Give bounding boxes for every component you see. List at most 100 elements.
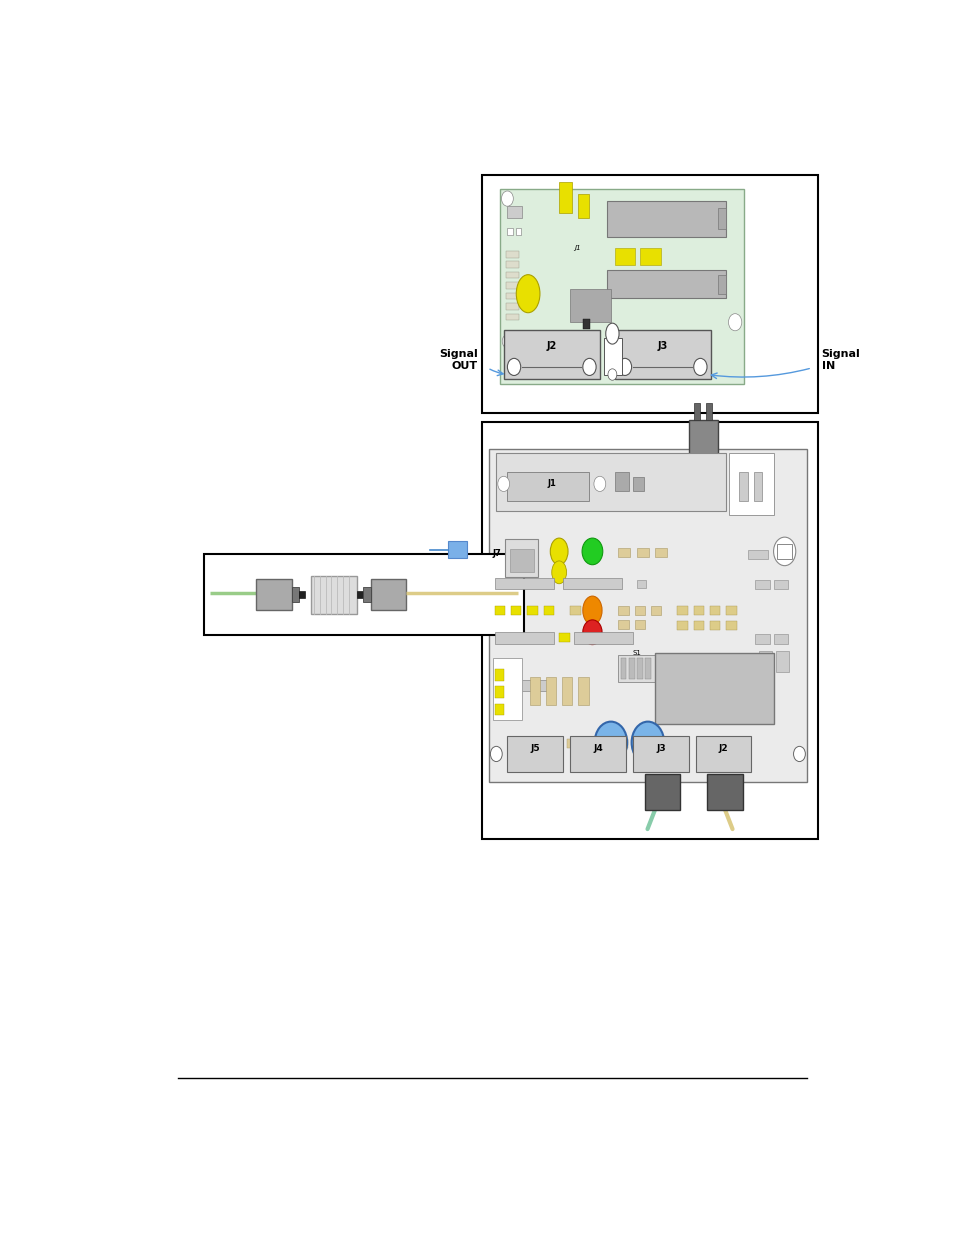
- Bar: [505, 304, 518, 310]
- Text: J3: J3: [656, 743, 665, 753]
- Bar: [655, 653, 773, 725]
- Bar: [773, 580, 787, 589]
- Bar: [634, 605, 644, 615]
- Bar: [777, 543, 791, 559]
- Bar: [709, 605, 720, 615]
- Ellipse shape: [582, 358, 596, 375]
- Bar: [599, 739, 611, 748]
- Bar: [204, 555, 523, 635]
- Bar: [718, 274, 724, 294]
- Text: J1: J1: [574, 245, 580, 251]
- Bar: [535, 739, 546, 748]
- Bar: [507, 206, 521, 217]
- Bar: [738, 473, 747, 501]
- Ellipse shape: [605, 324, 618, 345]
- Bar: [634, 620, 644, 630]
- Bar: [448, 541, 466, 558]
- Bar: [633, 477, 643, 492]
- Ellipse shape: [693, 358, 706, 375]
- Bar: [562, 578, 621, 589]
- Ellipse shape: [507, 358, 520, 375]
- Bar: [527, 605, 537, 615]
- Text: Signal
IN: Signal IN: [821, 350, 860, 370]
- Bar: [298, 590, 305, 599]
- Bar: [570, 605, 580, 615]
- Bar: [582, 320, 590, 329]
- Ellipse shape: [497, 477, 509, 492]
- Bar: [488, 448, 806, 782]
- Bar: [637, 658, 642, 679]
- Bar: [561, 677, 572, 705]
- Ellipse shape: [594, 477, 605, 492]
- Bar: [775, 651, 788, 672]
- Bar: [725, 621, 736, 630]
- Bar: [505, 251, 518, 258]
- Bar: [632, 739, 643, 748]
- Bar: [618, 655, 655, 682]
- Bar: [619, 658, 626, 679]
- Bar: [758, 651, 771, 672]
- Bar: [705, 403, 712, 420]
- Bar: [505, 262, 518, 268]
- Bar: [753, 473, 761, 501]
- Bar: [481, 175, 817, 412]
- Bar: [644, 774, 679, 810]
- Text: J2: J2: [719, 743, 728, 753]
- Bar: [655, 547, 666, 557]
- Ellipse shape: [551, 561, 566, 584]
- Bar: [693, 605, 703, 615]
- Ellipse shape: [490, 746, 501, 762]
- Bar: [363, 587, 370, 603]
- Text: J4: J4: [593, 743, 602, 753]
- Bar: [495, 669, 503, 680]
- Bar: [507, 473, 588, 501]
- Bar: [505, 314, 518, 320]
- Bar: [511, 605, 521, 615]
- Text: J3: J3: [657, 341, 667, 351]
- Bar: [650, 605, 660, 615]
- Bar: [545, 677, 556, 705]
- Bar: [495, 679, 554, 692]
- Bar: [637, 580, 645, 588]
- Ellipse shape: [581, 538, 602, 564]
- Bar: [628, 658, 634, 679]
- Bar: [505, 283, 518, 289]
- Bar: [577, 194, 588, 217]
- Bar: [516, 228, 521, 235]
- Text: J7: J7: [492, 548, 501, 558]
- Bar: [677, 621, 687, 630]
- Bar: [495, 605, 505, 615]
- Text: J2: J2: [546, 341, 557, 351]
- Ellipse shape: [550, 538, 567, 564]
- Bar: [543, 605, 554, 615]
- Bar: [693, 621, 703, 630]
- Bar: [618, 620, 628, 630]
- Bar: [558, 634, 569, 642]
- Bar: [529, 677, 539, 705]
- Bar: [616, 739, 627, 748]
- Bar: [503, 330, 599, 379]
- Bar: [707, 774, 742, 810]
- Bar: [551, 739, 562, 748]
- Ellipse shape: [618, 358, 631, 375]
- Bar: [370, 579, 406, 610]
- Bar: [505, 538, 537, 577]
- Bar: [614, 473, 629, 492]
- Bar: [603, 338, 621, 374]
- Bar: [567, 739, 578, 748]
- Ellipse shape: [516, 274, 539, 312]
- Bar: [496, 453, 725, 510]
- Bar: [637, 547, 648, 557]
- Bar: [481, 422, 817, 839]
- Ellipse shape: [728, 314, 741, 331]
- Bar: [505, 272, 518, 278]
- Bar: [644, 658, 650, 679]
- Bar: [495, 578, 554, 589]
- Bar: [718, 209, 724, 228]
- Ellipse shape: [501, 335, 512, 348]
- Bar: [618, 547, 630, 557]
- Ellipse shape: [582, 597, 601, 625]
- Bar: [311, 576, 357, 614]
- Bar: [495, 632, 554, 643]
- Bar: [725, 605, 736, 615]
